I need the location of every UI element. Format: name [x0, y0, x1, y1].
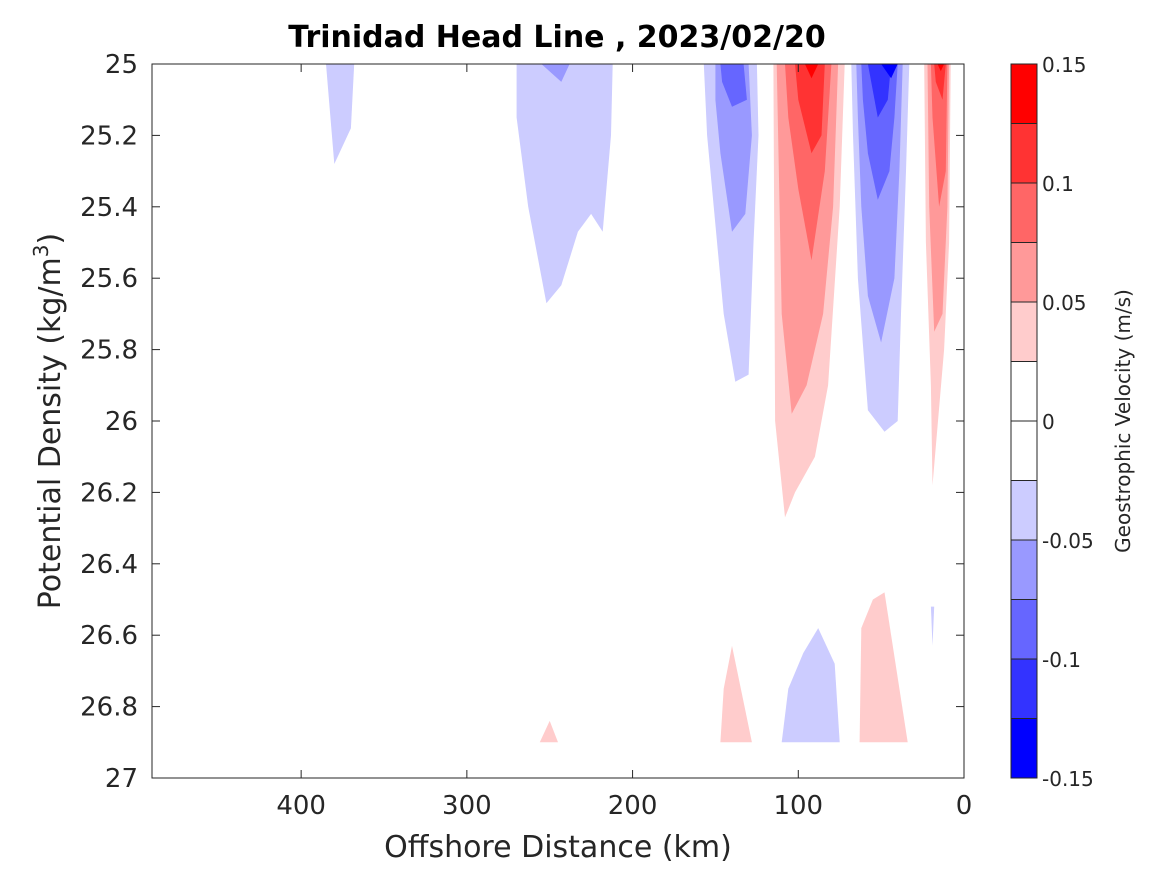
contour-region-pos-d5 [804, 64, 819, 79]
colorbar-bin-6 [1011, 421, 1037, 481]
contour-region-pos-h [539, 720, 558, 743]
colorbar-bin-1 [1011, 123, 1037, 183]
colorbar-bin-2 [1011, 183, 1037, 243]
colorbar-tick-label--0.15: -0.15 [1042, 767, 1094, 791]
colorbar-tick-label-0.15: 0.15 [1042, 53, 1087, 77]
colorbar-bin-9 [1011, 599, 1037, 659]
contour-region-pos-i [720, 645, 752, 743]
colorbar-bin-10 [1011, 659, 1037, 719]
contour-region-neg-a [326, 64, 355, 164]
colorbar-tick-labels: 0.15 0.1 0.05 0 -0.05 -0.1 -0.15 [1042, 53, 1094, 791]
contour-region-pos-f4 [934, 64, 946, 100]
contour-region-neg-b2 [541, 64, 570, 82]
contour-region-pos-k [859, 592, 908, 743]
contour-region-neg-j [781, 628, 840, 743]
y-tick-label-25.6: 25.6 [80, 264, 138, 294]
colorbar-bin-8 [1011, 540, 1037, 600]
y-tick-labels: 25 25.2 25.4 25.6 25.8 26 26.2 26.4 26.6 26.8 27 [80, 50, 138, 794]
colorbar-tick-label--0.1: -0.1 [1042, 648, 1081, 672]
colorbar-tick-label-0.05: 0.05 [1042, 291, 1087, 315]
y-tick-label-27: 27 [105, 764, 138, 794]
contour-region-pos-d4 [795, 64, 825, 154]
x-axis-label: Offshore Distance (km) [384, 830, 732, 865]
contour-region-neg-g [930, 606, 935, 646]
contour-region-pos-f5 [937, 64, 945, 72]
colorbar-bin-7 [1011, 480, 1037, 540]
y-tick-label-25: 25 [105, 50, 138, 80]
y-tick-label-26: 26 [105, 407, 138, 437]
x-tick-label-100: 100 [773, 791, 823, 821]
y-axis-label-suffix: ) [33, 233, 68, 245]
colorbar-bin-11 [1011, 718, 1037, 778]
colorbar-label: Geostrophic Velocity (m/s) [1111, 289, 1135, 553]
y-tick-label-25.4: 25.4 [80, 193, 138, 223]
x-tick-label-0: 0 [956, 791, 973, 821]
x-tick-label-400: 400 [276, 791, 326, 821]
x-tick-label-200: 200 [608, 791, 658, 821]
plot-frame [151, 63, 965, 779]
colorbar-bin-5 [1011, 361, 1037, 421]
colorbar [1011, 64, 1037, 778]
colorbar-bin-3 [1011, 242, 1037, 302]
colorbar-tick-label-0.1: 0.1 [1042, 172, 1074, 196]
y-axis-label-main: Potential Density (kg/m [33, 257, 68, 609]
contour-region-neg-c3 [720, 64, 747, 107]
colorbar-tick-label--0.05: -0.05 [1042, 529, 1094, 553]
y-axis-label-superscript: 3 [29, 244, 53, 257]
colorbar-bin-4 [1011, 302, 1037, 362]
contour-region-neg-e4 [867, 64, 892, 118]
contour-regions [326, 64, 951, 743]
y-tick-label-25.2: 25.2 [80, 121, 138, 151]
contour-region-pos-f3 [930, 64, 948, 207]
y-tick-label-26.6: 26.6 [80, 621, 138, 651]
chart-title: Trinidad Head Line , 2023/02/20 [288, 20, 825, 55]
contour-region-neg-e3 [861, 64, 898, 200]
y-tick-label-25.8: 25.8 [80, 336, 138, 366]
colorbar-bin-0 [1011, 64, 1037, 124]
y-tick-label-26.8: 26.8 [80, 693, 138, 723]
y-tick-label-26.2: 26.2 [80, 478, 138, 508]
contour-region-neg-c2 [715, 64, 752, 232]
y-tick-label-26.4: 26.4 [80, 550, 138, 580]
contour-region-neg-b [516, 64, 613, 304]
x-tick-label-300: 300 [442, 791, 492, 821]
colorbar-tick-label-0: 0 [1042, 410, 1055, 434]
x-tick-labels: 400 300 200 100 0 [276, 791, 972, 821]
y-axis-label: Potential Density (kg/m3) [29, 233, 68, 609]
colorbar-frame [1010, 63, 1038, 779]
contour-region-neg-e5 [881, 64, 898, 79]
